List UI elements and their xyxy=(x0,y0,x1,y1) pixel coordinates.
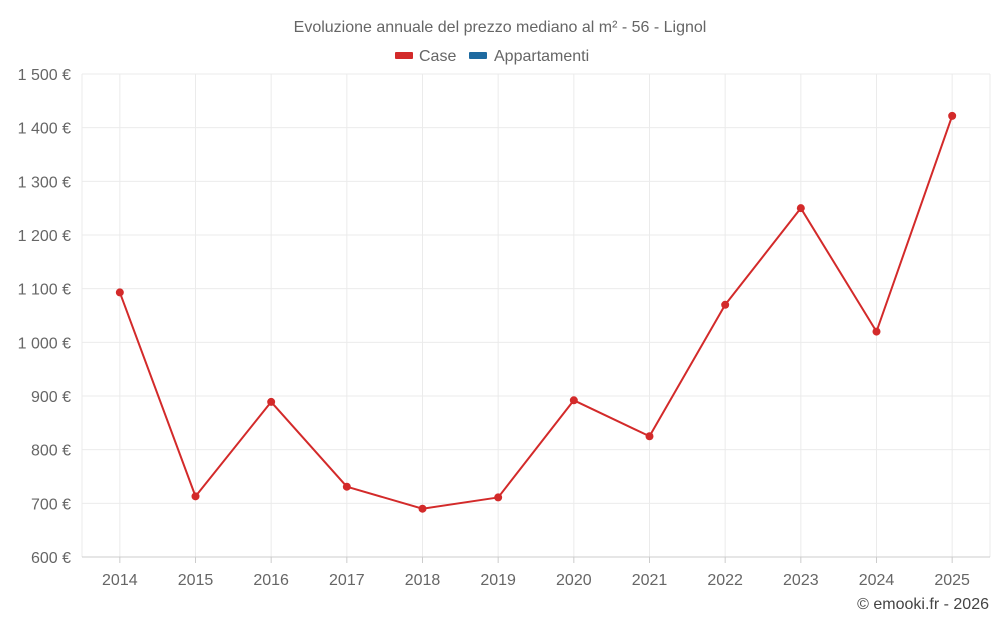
legend-label-case: Case xyxy=(419,48,456,65)
x-tick-label: 2021 xyxy=(632,572,668,589)
data-point-2017[interactable] xyxy=(342,482,351,491)
x-tick-label: 2020 xyxy=(556,572,592,589)
y-tick-label: 600 € xyxy=(31,550,71,567)
x-tick-label: 2024 xyxy=(859,572,895,589)
y-tick-label: 1 000 € xyxy=(18,335,71,352)
data-point-2021[interactable] xyxy=(645,432,654,441)
chart-title: Evoluzione annuale del prezzo mediano al… xyxy=(294,19,707,36)
data-point-2020[interactable] xyxy=(569,396,578,405)
legend-swatch-appartamenti xyxy=(469,52,487,59)
y-tick-label: 1 100 € xyxy=(18,282,71,299)
data-point-2023[interactable] xyxy=(796,204,805,213)
y-axis-ticks: 600 € 700 € 800 € 900 € 1 000 € 1 100 € 1 200 … xyxy=(18,67,71,567)
y-tick-label: 800 € xyxy=(31,443,71,460)
legend-swatch-case xyxy=(395,52,413,59)
y-tick-label: 1 200 € xyxy=(18,228,71,245)
legend: Case Appartamenti xyxy=(395,48,589,65)
x-tick-label: 2016 xyxy=(253,572,289,589)
legend-item-appartamenti[interactable]: Appartamenti xyxy=(469,48,589,65)
data-point-2025[interactable] xyxy=(948,111,957,120)
data-point-2016[interactable] xyxy=(267,397,276,406)
x-tick-label: 2015 xyxy=(178,572,214,589)
y-tick-label: 1 400 € xyxy=(18,121,71,138)
data-point-2015[interactable] xyxy=(191,492,200,501)
data-point-2019[interactable] xyxy=(494,493,503,502)
y-tick-label: 900 € xyxy=(31,389,71,406)
legend-item-case[interactable]: Case xyxy=(395,48,456,65)
legend-label-appartamenti: Appartamenti xyxy=(494,48,589,65)
credit-text: © emooki.fr - 2026 xyxy=(857,596,989,613)
grid xyxy=(81,73,991,558)
data-point-2018[interactable] xyxy=(418,504,427,513)
x-tick-label: 2017 xyxy=(329,572,365,589)
x-tick-label: 2025 xyxy=(934,572,970,589)
x-tick-label: 2023 xyxy=(783,572,819,589)
series-line xyxy=(118,115,954,510)
y-tick-label: 700 € xyxy=(31,496,71,513)
y-tick-label: 1 500 € xyxy=(18,67,71,84)
y-tick-label: 1 300 € xyxy=(18,174,71,191)
x-axis-ticks: 2014 2015 2016 2017 2018 2019 2020 2021 2022 2023… xyxy=(102,557,970,589)
data-point-2022[interactable] xyxy=(721,300,730,309)
x-tick-label: 2014 xyxy=(102,572,138,589)
x-tick-label: 2019 xyxy=(480,572,516,589)
data-point-2014[interactable] xyxy=(115,288,124,297)
x-tick-label: 2018 xyxy=(405,572,441,589)
data-point-2024[interactable] xyxy=(872,327,881,336)
x-tick-label: 2022 xyxy=(707,572,743,589)
series-case xyxy=(115,111,957,513)
